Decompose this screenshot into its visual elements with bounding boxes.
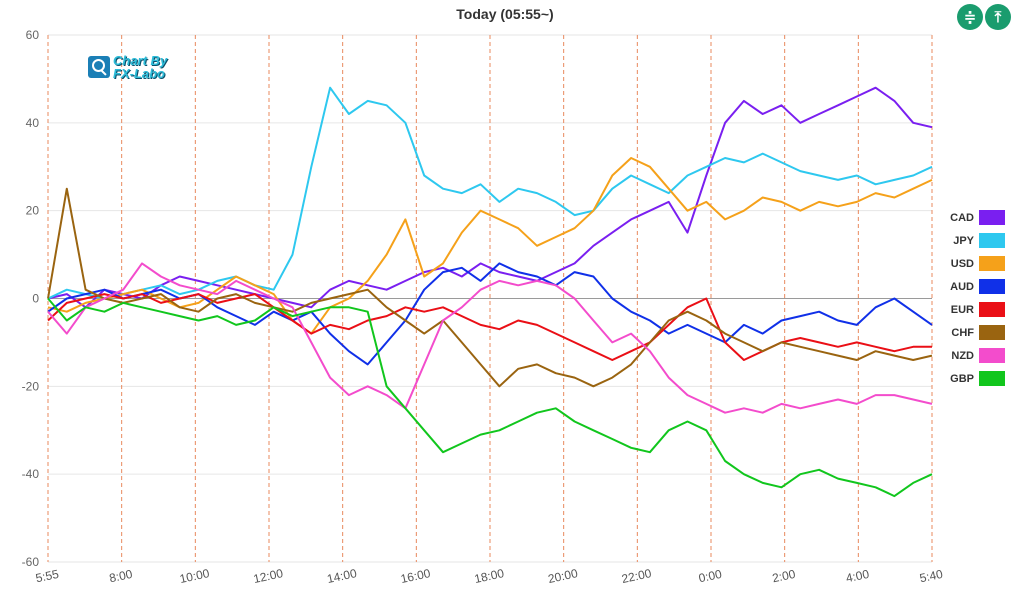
legend-item-nzd[interactable]: NZD	[944, 344, 1005, 367]
legend-item-chf[interactable]: CHF	[944, 321, 1005, 344]
x-tick-label: 22:00	[620, 566, 653, 586]
legend-swatch	[979, 279, 1005, 294]
logo-line2: FX-Labo	[113, 66, 165, 81]
legend-item-jpy[interactable]: JPY	[944, 229, 1005, 252]
chart-series-group	[47, 86, 933, 498]
legend-label: AUD	[950, 280, 974, 293]
series-line-chf	[47, 187, 933, 388]
y-tick-label: -20	[22, 379, 40, 393]
series-line-eur	[47, 293, 932, 361]
legend: CAD JPY USD AUD EUR CHF NZD GBP	[944, 206, 1005, 390]
x-tick-label: 2:00	[771, 567, 797, 586]
legend-swatch	[979, 325, 1005, 340]
logo: Chart By FX-Labo	[88, 54, 167, 80]
x-tick-label: 5:55	[34, 567, 60, 586]
series-line-gbp	[47, 297, 933, 498]
legend-label: USD	[950, 257, 974, 270]
x-tick-label: 16:00	[399, 566, 432, 586]
chart-grid	[47, 34, 933, 563]
magnifier-chart-icon	[88, 56, 110, 78]
y-tick-label: 0	[32, 292, 39, 306]
legend-label: EUR	[950, 303, 974, 316]
y-tick-label: -60	[22, 555, 40, 569]
legend-item-aud[interactable]: AUD	[944, 275, 1005, 298]
legend-label: CHF	[951, 326, 974, 339]
legend-item-usd[interactable]: USD	[944, 252, 1005, 275]
legend-label: NZD	[951, 349, 974, 362]
compress-vertical-icon: ≑	[963, 8, 977, 26]
y-tick-label: 20	[26, 204, 40, 218]
series-line-cad	[47, 86, 933, 309]
legend-label: GBP	[950, 372, 974, 385]
legend-label: CAD	[950, 211, 974, 224]
x-tick-label: 10:00	[178, 566, 211, 586]
x-tick-label: 4:00	[845, 567, 871, 586]
legend-item-eur[interactable]: EUR	[944, 298, 1005, 321]
legend-swatch	[979, 233, 1005, 248]
series-line-aud	[47, 262, 933, 366]
series-line-usd	[47, 157, 933, 335]
expand-vertical-icon: ⤒	[994, 8, 1002, 26]
x-axis: 5:55 8:00 10:00 12:00 14:00 16:00 18:00 20:00 22…	[34, 566, 944, 586]
y-axis: 60 40 20 0 -20 -40 -60	[22, 28, 40, 569]
logo-line1: Chart By	[113, 53, 168, 68]
legend-swatch	[979, 348, 1005, 363]
chart-title: Today (05:55~)	[456, 6, 554, 22]
x-tick-label: 12:00	[252, 566, 285, 586]
legend-swatch	[979, 210, 1005, 225]
legend-swatch	[979, 302, 1005, 317]
x-tick-label: 0:00	[697, 567, 723, 586]
series-line-jpy	[47, 86, 933, 300]
series-line-nzd	[47, 262, 933, 414]
x-tick-label: 8:00	[108, 567, 134, 586]
y-tick-label: 40	[26, 116, 40, 130]
legend-item-gbp[interactable]: GBP	[944, 367, 1005, 390]
x-tick-label: 20:00	[547, 566, 580, 586]
legend-item-cad[interactable]: CAD	[944, 206, 1005, 229]
x-tick-label: 14:00	[326, 566, 359, 586]
compress-vertical-button[interactable]: ≑	[957, 4, 983, 30]
expand-vertical-button[interactable]: ⤒	[985, 4, 1011, 30]
legend-label: JPY	[953, 234, 974, 247]
x-tick-label: 5:40	[918, 567, 944, 586]
legend-swatch	[979, 256, 1005, 271]
legend-swatch	[979, 371, 1005, 386]
y-tick-label: -40	[22, 467, 40, 481]
y-tick-label: 60	[26, 28, 40, 42]
x-tick-label: 18:00	[473, 566, 506, 586]
